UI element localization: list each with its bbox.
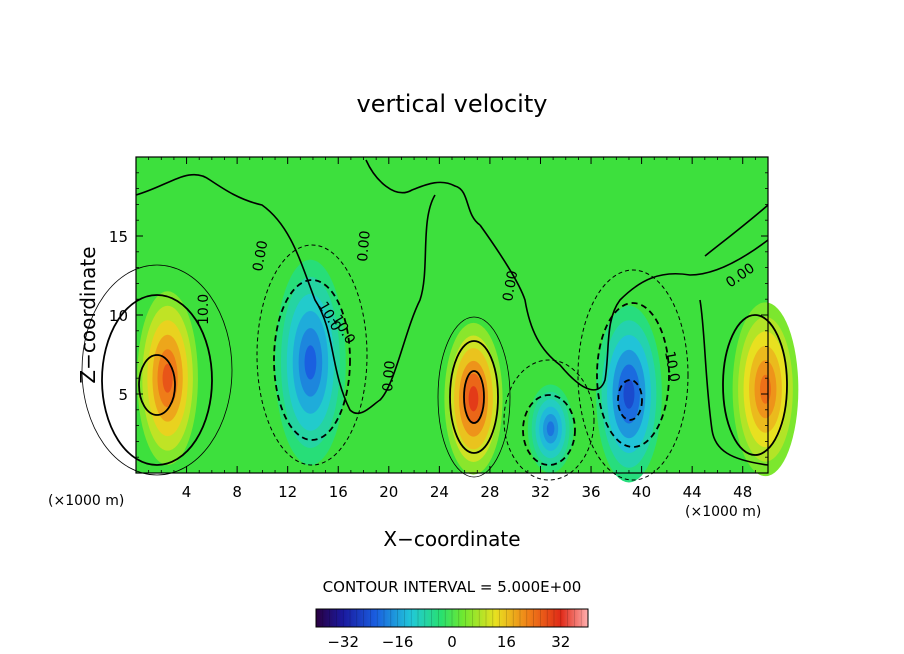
contour-label: 10.0 [196,294,212,325]
colorbar-tick-label: −32 [327,633,359,651]
colorbar-tick-label: 0 [447,633,457,651]
colorbar-tick-label: 32 [551,633,570,651]
positive-contour-ring [138,354,176,416]
negative-contour-ring [256,244,368,466]
x-tick-label: 20 [379,483,398,501]
x-tick-label: 40 [632,483,651,501]
zero-contour [365,159,481,226]
field-level [468,386,479,412]
field-cells [137,259,799,483]
contour-label: 0.00 [380,360,399,392]
y-axis-unit: (×1000 m) [48,493,124,509]
x-tick-label: 48 [733,483,752,501]
contour-interval-text: CONTOUR INTERVAL = 5.000E+00 [323,578,582,596]
contour-label: 10.0 [661,350,682,383]
zero-contour [135,173,436,415]
negative-contour-ring [617,379,643,421]
positive-contour-ring [101,294,213,466]
x-axis-unit: (×1000 m) [685,504,761,520]
colorbar: −32 −16 0 16 32 [315,608,589,651]
y-tick-label: 5 [118,386,128,404]
y-axis-label: Z−coordinate [76,246,100,383]
field-level [623,379,635,409]
x-tick-label: 16 [329,483,348,501]
colorbar-tick-label: −16 [382,633,414,651]
negative-contour-ring [503,359,595,481]
colorbar-stripes [322,609,582,627]
positive-contour-ring [722,314,788,456]
field-level [304,345,317,380]
negative-contour-ring [596,302,670,448]
negative-contour-ring [522,394,576,466]
x-tick-label: 44 [683,483,702,501]
negative-contour-ring [273,279,351,441]
x-tick-label: 28 [480,483,499,501]
zero-contour [699,299,769,466]
x-tick-label: 32 [531,483,550,501]
contour-label: 0.00 [500,269,521,302]
positive-contour-ring [463,370,485,424]
y-tick-label: 15 [109,228,128,246]
contour-lines [81,159,788,481]
contour-label: 0.00 [355,230,374,262]
plot-area: 0.00 0.00 0.00 0.00 0.00 10.0 10.0 10.0 … [81,156,799,501]
field-level [759,374,771,404]
x-tick-label: 36 [581,483,600,501]
field-level [546,421,555,437]
contour-label: 0.00 [250,239,271,272]
positive-contour-ring [449,340,499,454]
colorbar-gradient [315,608,589,628]
x-tick-label: 12 [278,483,297,501]
negative-contour-ring [577,269,689,481]
positive-contour-ring [437,316,511,478]
field-level [162,363,173,393]
zero-contour [479,224,769,391]
colorbar-ticks: −32 −16 0 16 32 [327,633,570,651]
x-tick-label: 8 [232,483,242,501]
chart-title: vertical velocity [357,90,548,118]
positive-contour-ring [81,264,233,476]
x-tick-label: 24 [430,483,449,501]
zero-contour [704,204,769,257]
x-axis-label: X−coordinate [383,527,520,551]
y-tick-label: 10 [109,307,128,325]
colorbar-tick-label: 16 [497,633,516,651]
x-tick-label: 4 [182,483,192,501]
